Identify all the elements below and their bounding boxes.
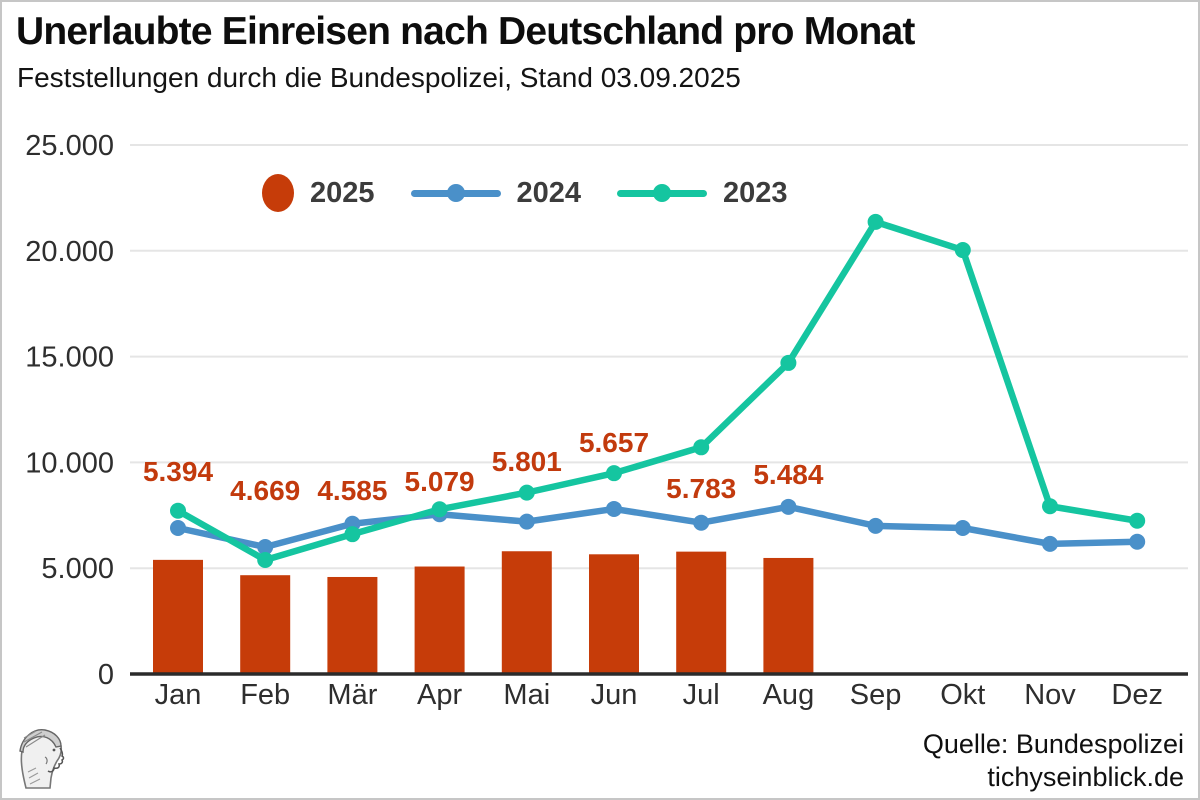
x-axis-label: Apr <box>417 679 462 711</box>
bar-value-label: 5.657 <box>579 427 649 458</box>
x-axis-label: Dez <box>1111 679 1163 711</box>
bar-2025 <box>676 551 727 674</box>
x-axis-label: Mai <box>503 679 550 711</box>
point-2023 <box>780 354 797 371</box>
point-2023 <box>518 484 535 501</box>
y-axis-tick-label: 15.000 <box>25 342 114 374</box>
point-2024 <box>170 519 186 536</box>
bar-value-label: 5.484 <box>753 459 823 490</box>
point-2023 <box>693 439 710 456</box>
point-2024 <box>1129 533 1146 550</box>
bar-2025 <box>763 557 814 674</box>
bar-value-label: 5.801 <box>492 446 562 477</box>
point-2024 <box>257 539 274 556</box>
point-2024 <box>1042 535 1058 552</box>
point-2023 <box>257 551 274 568</box>
y-axis-tick-label: 5.000 <box>41 553 114 585</box>
x-axis-label: Nov <box>1024 679 1076 711</box>
point-2023 <box>344 526 361 543</box>
point-2023 <box>867 213 884 230</box>
legend-item-2024: 2024 <box>410 176 582 210</box>
line-2024 <box>174 503 1141 551</box>
x-axis-label: Mär <box>327 679 377 711</box>
chart-title: Unerlaubte Einreisen nach Deutschland pr… <box>16 10 915 53</box>
bar-2025 <box>240 575 291 674</box>
point-2024 <box>780 498 797 515</box>
legend-label-2024: 2024 <box>516 176 582 209</box>
chart-legend: 2025 2024 2023 <box>262 174 788 212</box>
bar-value-label: 5.079 <box>405 466 475 497</box>
legend-item-2025: 2025 <box>262 174 375 212</box>
chart-subtitle: Feststellungen durch die Bundespolizei, … <box>17 62 741 93</box>
x-axis-label: Feb <box>240 679 290 711</box>
point-2024 <box>693 514 710 531</box>
line-2023 <box>174 218 1141 564</box>
x-axis-label: Okt <box>940 679 985 711</box>
bar-value-label: 4.669 <box>230 475 300 506</box>
y-axis-tick-label: 10.000 <box>25 447 114 479</box>
x-axis-label: Jun <box>591 679 638 711</box>
x-axis-label: Jan <box>155 679 202 711</box>
y-axis-tick-label: 25.000 <box>25 130 114 162</box>
bar-2025 <box>414 566 465 674</box>
point-2023 <box>1042 498 1058 515</box>
legend-swatch-2024 <box>410 184 501 202</box>
legend-swatch-2025 <box>262 174 294 212</box>
point-2023 <box>170 502 186 519</box>
bar-2025 <box>589 554 639 674</box>
bar-2025 <box>327 576 378 674</box>
legend-swatch-2023 <box>617 184 708 202</box>
x-axis-label: Jul <box>683 679 720 711</box>
bar-2025 <box>153 559 203 674</box>
website-line: tichyseinblick.de <box>987 762 1184 793</box>
bar-value-label: 5.394 <box>143 456 213 487</box>
bar-value-label: 5.783 <box>666 473 736 504</box>
y-axis-tick-label: 0 <box>98 659 114 691</box>
bar-value-label: 4.585 <box>317 475 387 506</box>
legend-label-2023: 2023 <box>723 176 788 209</box>
y-axis-tick-label: 20.000 <box>25 236 114 268</box>
legend-label-2025: 2025 <box>310 176 375 209</box>
tichys-einblick-head-logo <box>12 724 68 792</box>
point-2023 <box>1129 512 1146 529</box>
legend-item-2023: 2023 <box>617 177 788 210</box>
bar-2025 <box>501 551 552 674</box>
x-axis-label: Aug <box>763 679 815 711</box>
point-2024 <box>954 519 971 536</box>
x-axis-label: Sep <box>850 679 902 711</box>
point-2023 <box>954 242 971 259</box>
point-2023 <box>431 501 448 518</box>
point-2023 <box>606 465 622 482</box>
source-attribution: Quelle: Bundespolizei tichyseinblick.de <box>923 728 1184 794</box>
source-line: Quelle: Bundespolizei <box>922 729 1184 760</box>
point-2024 <box>518 513 535 530</box>
point-2024 <box>867 517 884 534</box>
point-2024 <box>606 500 622 517</box>
